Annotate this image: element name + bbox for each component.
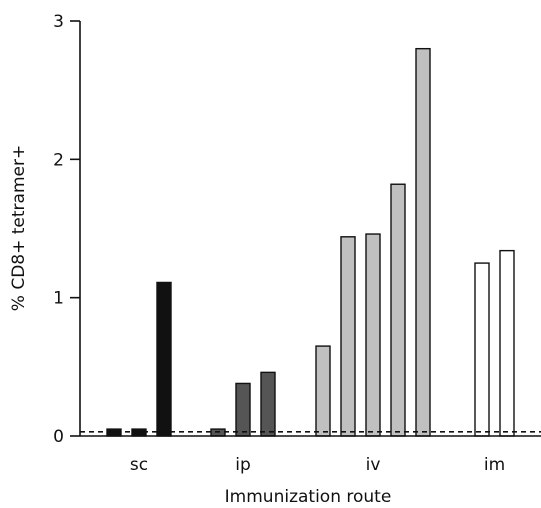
bar-iv-4 — [390, 183, 406, 437]
x-tick-label-ip: ip — [235, 455, 251, 475]
bar-iv-2 — [340, 236, 356, 437]
bar-iv-1 — [315, 345, 331, 437]
bar-iv-3 — [365, 233, 381, 437]
bar-im-2 — [499, 249, 515, 437]
y-tick-label: 1 — [53, 289, 64, 309]
y-tick-label: 3 — [53, 12, 64, 32]
bar-im-1 — [474, 262, 490, 437]
y-tick-label: 0 — [53, 427, 64, 447]
x-tick-label-im: im — [484, 455, 505, 475]
bar-ip-3 — [260, 371, 276, 437]
y-tick-label: 2 — [53, 150, 64, 170]
x-tick-label-sc: sc — [130, 455, 148, 475]
bar-iv-5 — [415, 47, 431, 437]
x-tick-label-iv: iv — [366, 455, 381, 475]
y-axis-label: % CD8+ tetramer+ — [9, 145, 29, 311]
x-ticks: sc ip iv im — [130, 455, 505, 475]
bar-sc-3 — [156, 281, 172, 437]
y-ticks: 0 1 2 3 — [53, 12, 80, 447]
x-axis-label: Immunization route — [225, 487, 392, 507]
bar-ip-2 — [235, 382, 251, 437]
bars-layer — [106, 47, 515, 437]
